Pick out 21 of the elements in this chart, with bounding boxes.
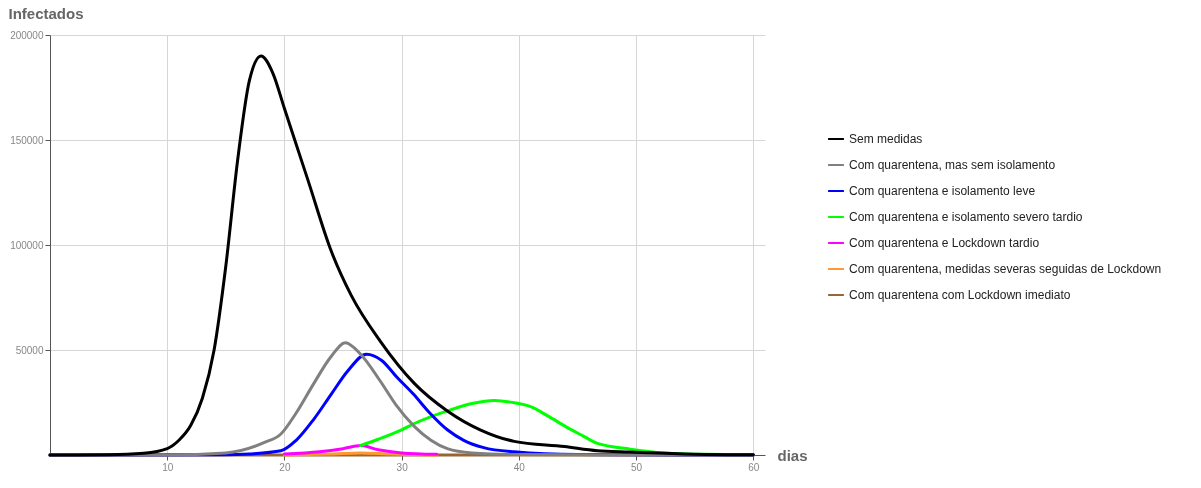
x-tick-label: 60 [748,461,760,473]
line-series [48,54,755,457]
legend-label: Sem medidas [849,132,923,146]
y-tick-label: 150000 [10,134,44,146]
x-tick-label: 40 [513,461,526,473]
legend-label: Com quarentena, medidas severas seguidas de Lockdown [849,262,1162,276]
x-tick-label: 30 [396,461,409,473]
x-tick-label: 20 [279,461,291,473]
legend-label: Com quarentena e isolamento severo tardio [849,210,1083,224]
legend-label: Com quarentena, mas sem isolamento [849,158,1056,172]
y-tick-label: 100000 [10,239,44,251]
y-axis-title: Infectados [8,4,84,22]
x-tick-label: 10 [162,461,174,473]
legend-label: Com quarentena e isolamento leve [849,184,1036,198]
legend-label: Com quarentena com Lockdown imediato [849,288,1071,302]
x-tick-label: 50 [631,461,643,473]
y-tick-label: 50000 [15,344,44,356]
legend-label: Com quarentena e Lockdown tardio [849,236,1040,250]
line-series [282,444,439,456]
x-axis-title: dias [777,446,808,464]
y-tick-label: 200000 [10,29,44,41]
